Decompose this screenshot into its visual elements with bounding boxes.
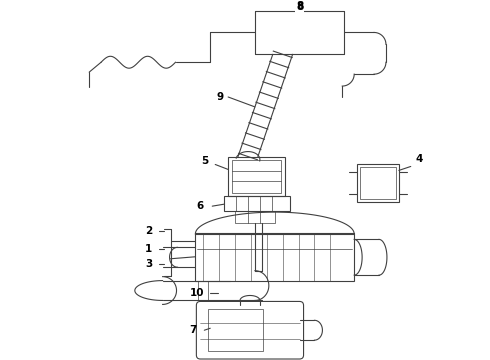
Bar — [224, 196, 290, 211]
Text: 1: 1 — [145, 244, 152, 254]
Text: 8: 8 — [296, 2, 303, 12]
Text: 7: 7 — [190, 325, 197, 335]
Bar — [360, 167, 396, 199]
Bar — [232, 159, 281, 193]
Text: 5: 5 — [202, 157, 209, 166]
Bar — [208, 309, 263, 351]
Bar — [357, 165, 399, 202]
Text: 6: 6 — [196, 201, 204, 211]
Text: 3: 3 — [145, 259, 152, 269]
Bar — [196, 234, 354, 280]
Text: 4: 4 — [415, 153, 422, 163]
Bar — [228, 157, 285, 196]
Text: 2: 2 — [145, 226, 152, 236]
Text: 9: 9 — [217, 92, 224, 102]
Text: 8: 8 — [296, 1, 303, 11]
Text: 10: 10 — [190, 288, 205, 297]
Bar — [235, 211, 275, 223]
